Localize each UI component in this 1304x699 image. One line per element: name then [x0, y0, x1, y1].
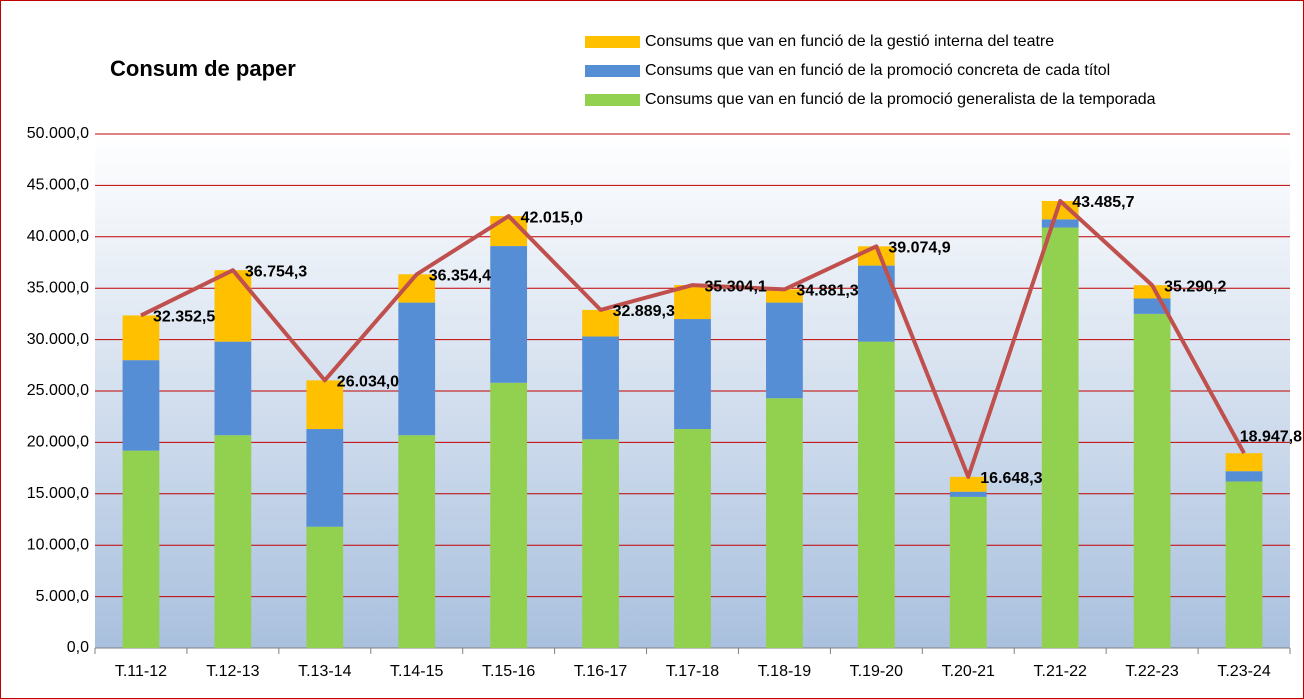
data-label: 26.034,0 — [337, 374, 399, 391]
bar-segment — [582, 309, 619, 337]
x-tick-label: T.20-21 — [942, 663, 995, 680]
x-tick-label: T.14-15 — [390, 663, 443, 680]
bar-segment — [766, 289, 803, 303]
bar-segment — [1041, 227, 1079, 648]
bar-segment — [949, 496, 987, 648]
bar-segment — [766, 398, 803, 648]
y-tick-label: 35.000,0 — [27, 279, 89, 296]
bar-segment — [1225, 453, 1263, 472]
data-label: 34.881,3 — [796, 283, 858, 300]
data-label: 32.889,3 — [613, 303, 675, 320]
bar-segment — [306, 526, 344, 648]
x-tick-label: T.18-19 — [758, 663, 811, 680]
y-tick-label: 50.000,0 — [27, 125, 89, 142]
x-tick-label: T.23-24 — [1217, 663, 1270, 680]
x-tick-label: T.12-13 — [206, 663, 259, 680]
bar-segment — [490, 382, 528, 648]
bar-segment — [398, 435, 436, 648]
legend-label: Consums que van en funció de la promoció… — [645, 62, 1110, 79]
bar-segment — [122, 315, 160, 361]
bar-segment — [674, 319, 711, 430]
x-tick-label: T.19-20 — [850, 663, 903, 680]
data-label: 16.648,3 — [980, 470, 1042, 487]
y-tick-label: 5.000,0 — [36, 588, 89, 605]
bar-segment — [1041, 200, 1079, 220]
chart-title: Consum de paper — [110, 56, 296, 81]
x-tick-label: T.15-16 — [482, 663, 535, 680]
y-tick-label: 15.000,0 — [27, 485, 89, 502]
data-label: 43.485,7 — [1072, 194, 1134, 211]
bar-segment — [949, 476, 987, 492]
data-label: 35.304,1 — [705, 278, 767, 295]
bar-segment — [1133, 313, 1171, 648]
data-label: 35.290,2 — [1164, 278, 1226, 295]
bar-segment — [674, 285, 711, 320]
total-line — [140, 198, 1246, 479]
data-label: 36.354,4 — [429, 267, 491, 284]
data-label: 32.352,5 — [153, 309, 215, 326]
data-label: 36.754,3 — [245, 263, 307, 280]
bar-segment — [1225, 481, 1263, 648]
bar-segment — [582, 336, 619, 440]
bar-segment — [1041, 219, 1079, 228]
x-tick-label: T.16-17 — [574, 663, 627, 680]
legend-swatch — [585, 36, 640, 48]
bar-segment — [1225, 471, 1263, 482]
bar-segment — [1133, 285, 1171, 299]
x-tick-label: T.11-12 — [115, 663, 167, 680]
legend-swatch — [585, 65, 640, 77]
data-label: 18.947,8 — [1240, 428, 1302, 445]
bar-segment — [766, 302, 803, 399]
legend-label: Consums que van en funció de la gestió i… — [645, 33, 1054, 50]
bar-segment — [214, 341, 252, 436]
legend-swatch — [585, 94, 640, 106]
x-tick-label: T.17-18 — [666, 663, 719, 680]
bar-segment — [122, 450, 160, 648]
data-label: 39.074,9 — [888, 240, 950, 257]
bar-segment — [306, 429, 344, 527]
y-tick-label: 25.000,0 — [27, 382, 89, 399]
bar-segment — [949, 491, 987, 497]
bar-segment — [122, 360, 160, 451]
bar-segment — [214, 270, 252, 342]
data-label: 42.015,0 — [521, 209, 583, 226]
x-tick-label: T.22-23 — [1125, 663, 1178, 680]
bar-segment — [582, 439, 619, 648]
x-tick-label: T.13-14 — [298, 663, 351, 680]
x-tick-label: T.21-22 — [1034, 663, 1087, 680]
y-tick-label: 40.000,0 — [27, 228, 89, 245]
y-tick-label: 45.000,0 — [27, 177, 89, 194]
y-tick-label: 30.000,0 — [27, 331, 89, 348]
bar-segment — [674, 429, 711, 648]
y-tick-label: 20.000,0 — [27, 434, 89, 451]
bar-segment — [857, 341, 895, 648]
legend-label: Consums que van en funció de la promoció… — [645, 91, 1156, 108]
bar-segment — [214, 435, 252, 648]
bar-segment — [398, 302, 436, 436]
y-tick-label: 0,0 — [67, 639, 89, 656]
y-tick-label: 10.000,0 — [27, 536, 89, 553]
bar-segment — [490, 246, 528, 383]
bar-segment — [306, 380, 344, 430]
